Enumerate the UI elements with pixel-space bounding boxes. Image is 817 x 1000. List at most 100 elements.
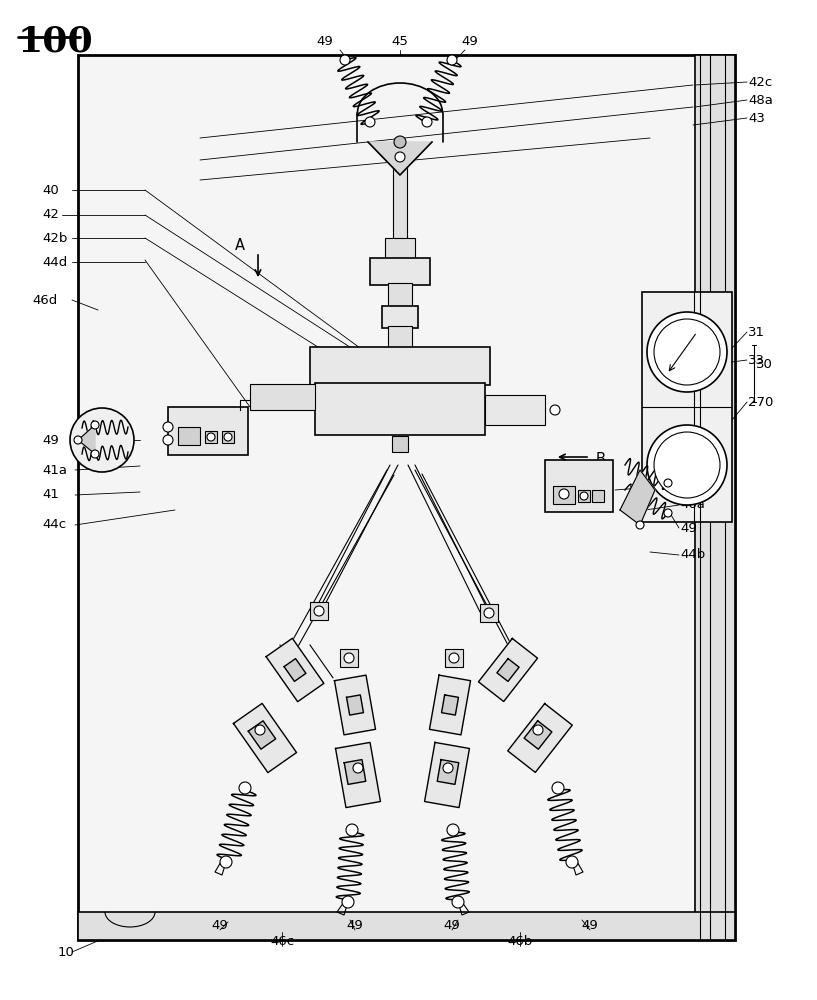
- Circle shape: [342, 896, 354, 908]
- Bar: [388, 326, 412, 348]
- Text: 33: 33: [748, 354, 765, 366]
- Polygon shape: [344, 760, 366, 784]
- Text: 46a: 46a: [680, 498, 705, 512]
- Text: 44c: 44c: [42, 518, 66, 532]
- Text: 49: 49: [680, 522, 697, 534]
- Circle shape: [533, 725, 543, 735]
- Text: 49: 49: [317, 35, 333, 48]
- Bar: [695, 55, 735, 940]
- Circle shape: [566, 856, 578, 868]
- Text: 42c: 42c: [748, 76, 772, 89]
- Circle shape: [163, 435, 173, 445]
- Circle shape: [91, 421, 99, 429]
- Circle shape: [224, 433, 232, 441]
- Circle shape: [654, 319, 720, 385]
- Circle shape: [395, 152, 405, 162]
- Circle shape: [346, 824, 358, 836]
- Text: 46b: 46b: [507, 935, 533, 948]
- Polygon shape: [248, 721, 275, 749]
- Text: 43: 43: [748, 111, 765, 124]
- Polygon shape: [620, 470, 655, 525]
- Circle shape: [163, 422, 173, 432]
- Text: 49: 49: [462, 35, 479, 48]
- Bar: [578, 490, 590, 502]
- Text: 40: 40: [42, 184, 59, 196]
- Bar: [382, 306, 418, 328]
- Bar: [310, 347, 490, 385]
- Polygon shape: [441, 695, 458, 715]
- Text: 44a: 44a: [680, 479, 705, 491]
- Circle shape: [443, 763, 453, 773]
- Text: 44b: 44b: [680, 548, 705, 562]
- Circle shape: [559, 489, 569, 499]
- Circle shape: [447, 824, 459, 836]
- Circle shape: [636, 521, 644, 529]
- Text: 49: 49: [346, 919, 364, 932]
- Bar: [480, 604, 498, 622]
- Polygon shape: [284, 659, 306, 681]
- Polygon shape: [497, 659, 519, 681]
- Text: 46c: 46c: [270, 935, 294, 948]
- Polygon shape: [78, 425, 95, 454]
- Circle shape: [239, 782, 251, 794]
- Text: 30: 30: [756, 359, 773, 371]
- Circle shape: [314, 606, 324, 616]
- Text: 46d: 46d: [32, 294, 57, 306]
- Bar: [393, 157, 407, 240]
- Text: 42b: 42b: [42, 232, 67, 244]
- Circle shape: [340, 55, 350, 65]
- Text: 100: 100: [18, 25, 94, 59]
- Text: 49: 49: [212, 919, 229, 932]
- Text: 41: 41: [42, 488, 59, 502]
- Polygon shape: [430, 675, 471, 735]
- Text: 10: 10: [58, 946, 75, 958]
- Bar: [222, 431, 234, 443]
- Circle shape: [449, 653, 459, 663]
- Polygon shape: [479, 638, 538, 702]
- Bar: [178, 427, 200, 445]
- Circle shape: [664, 509, 672, 517]
- Circle shape: [647, 425, 727, 505]
- Polygon shape: [346, 695, 364, 715]
- Text: 48a: 48a: [748, 94, 773, 106]
- Bar: [78, 55, 735, 940]
- Text: 49: 49: [444, 919, 460, 932]
- Circle shape: [365, 117, 375, 127]
- Circle shape: [552, 782, 564, 794]
- Polygon shape: [525, 721, 551, 749]
- Polygon shape: [266, 638, 324, 702]
- Text: 49: 49: [582, 919, 598, 932]
- Circle shape: [550, 405, 560, 415]
- Circle shape: [70, 408, 134, 472]
- Bar: [370, 258, 430, 285]
- Bar: [385, 238, 415, 260]
- Bar: [168, 407, 248, 455]
- Circle shape: [580, 492, 588, 500]
- Circle shape: [664, 479, 672, 487]
- Text: 41a: 41a: [42, 464, 67, 477]
- Circle shape: [74, 436, 82, 444]
- Polygon shape: [425, 742, 470, 808]
- Polygon shape: [507, 704, 572, 772]
- Bar: [78, 912, 735, 940]
- Circle shape: [220, 856, 232, 868]
- Circle shape: [654, 432, 720, 498]
- Text: A: A: [235, 237, 245, 252]
- Bar: [250, 384, 315, 410]
- Circle shape: [484, 608, 494, 618]
- Text: B: B: [596, 452, 606, 468]
- Circle shape: [255, 725, 265, 735]
- Polygon shape: [437, 760, 459, 784]
- Circle shape: [422, 117, 432, 127]
- Circle shape: [447, 55, 457, 65]
- Bar: [340, 649, 358, 667]
- Text: 270: 270: [748, 395, 774, 408]
- Circle shape: [394, 136, 406, 148]
- Circle shape: [353, 763, 363, 773]
- Bar: [445, 649, 463, 667]
- Text: 31: 31: [748, 326, 765, 338]
- Bar: [485, 395, 545, 425]
- Bar: [392, 436, 408, 452]
- Bar: [642, 292, 732, 522]
- Text: 42: 42: [42, 209, 59, 222]
